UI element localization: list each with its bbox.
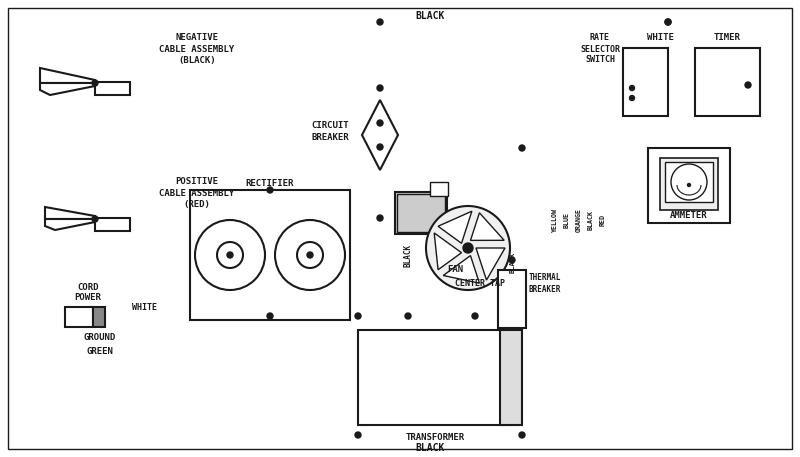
Text: AMMETER: AMMETER	[670, 211, 708, 219]
Bar	[397, 194, 445, 232]
Text: RECTIFIER: RECTIFIER	[246, 179, 294, 187]
Polygon shape	[476, 248, 505, 280]
Text: GREEN: GREEN	[86, 347, 114, 356]
Circle shape	[267, 187, 273, 193]
Circle shape	[509, 257, 515, 263]
Circle shape	[355, 313, 361, 319]
Text: CIRCUIT: CIRCUIT	[311, 121, 349, 129]
Text: WHITE: WHITE	[133, 303, 158, 313]
Circle shape	[472, 313, 478, 319]
Text: NEGATIVE: NEGATIVE	[175, 33, 218, 43]
Polygon shape	[438, 211, 472, 243]
Text: POSITIVE: POSITIVE	[175, 177, 218, 186]
Bar	[695, 48, 760, 116]
Circle shape	[227, 252, 233, 258]
Circle shape	[92, 80, 98, 86]
Circle shape	[377, 144, 383, 150]
Text: WHITE: WHITE	[646, 33, 674, 43]
Text: (BLACK): (BLACK)	[178, 55, 216, 64]
Bar	[65, 307, 93, 327]
Circle shape	[92, 216, 98, 222]
Circle shape	[745, 82, 751, 88]
Text: (RED): (RED)	[183, 200, 210, 208]
Bar	[623, 48, 668, 116]
Text: YELLOW: YELLOW	[552, 208, 558, 232]
Circle shape	[671, 164, 707, 200]
Bar	[660, 158, 718, 210]
Circle shape	[275, 220, 345, 290]
Circle shape	[630, 85, 634, 90]
Circle shape	[195, 220, 265, 290]
Circle shape	[665, 19, 671, 25]
Circle shape	[377, 85, 383, 91]
Polygon shape	[443, 255, 479, 283]
Bar	[648, 148, 730, 223]
Polygon shape	[95, 218, 130, 231]
Bar	[190, 190, 350, 320]
Text: CABLE ASSEMBLY: CABLE ASSEMBLY	[159, 44, 234, 53]
Circle shape	[687, 184, 690, 186]
Bar	[665, 162, 713, 202]
Circle shape	[355, 432, 361, 438]
Text: RED: RED	[600, 214, 606, 226]
Circle shape	[267, 313, 273, 319]
Text: SWITCH: SWITCH	[585, 55, 615, 64]
Text: THERMAL: THERMAL	[529, 273, 561, 282]
Text: CORD: CORD	[78, 283, 98, 292]
Circle shape	[630, 96, 634, 101]
Text: SELECTOR: SELECTOR	[580, 44, 620, 53]
Bar	[395, 192, 447, 234]
Text: FAN: FAN	[447, 266, 463, 275]
Circle shape	[377, 215, 383, 221]
Text: BLACK: BLACK	[403, 244, 413, 266]
Polygon shape	[40, 68, 95, 83]
Text: BLUE: BLUE	[564, 212, 570, 228]
Bar	[430, 182, 448, 196]
Polygon shape	[95, 82, 130, 95]
Text: BLACK: BLACK	[588, 210, 594, 230]
Text: BLACK: BLACK	[510, 251, 516, 273]
Circle shape	[519, 145, 525, 151]
Text: BLACK: BLACK	[415, 443, 445, 453]
Circle shape	[405, 313, 411, 319]
Circle shape	[377, 19, 383, 25]
Bar	[93, 307, 105, 327]
Text: BREAKER: BREAKER	[311, 133, 349, 142]
Text: BREAKER: BREAKER	[529, 286, 561, 294]
Circle shape	[463, 243, 473, 253]
Text: RATE: RATE	[590, 33, 610, 43]
Circle shape	[426, 206, 510, 290]
Circle shape	[307, 252, 313, 258]
Polygon shape	[45, 207, 95, 219]
Polygon shape	[45, 219, 95, 230]
Polygon shape	[470, 213, 504, 240]
Bar	[358, 330, 510, 425]
Bar	[500, 330, 522, 425]
Text: ORANGE: ORANGE	[576, 208, 582, 232]
Text: POWER: POWER	[74, 292, 102, 302]
Circle shape	[377, 120, 383, 126]
Text: CENTER TAP: CENTER TAP	[455, 278, 505, 287]
Bar	[498, 270, 526, 328]
Polygon shape	[362, 100, 398, 170]
Text: TIMER: TIMER	[714, 33, 741, 43]
Polygon shape	[40, 83, 95, 95]
Text: CABLE ASSEMBLY: CABLE ASSEMBLY	[159, 188, 234, 197]
Text: GROUND: GROUND	[84, 334, 116, 342]
Text: BLACK: BLACK	[415, 11, 445, 21]
Circle shape	[519, 432, 525, 438]
Polygon shape	[434, 233, 462, 270]
Circle shape	[665, 19, 671, 25]
Text: TRANSFORMER: TRANSFORMER	[406, 434, 465, 442]
Circle shape	[217, 242, 243, 268]
Circle shape	[297, 242, 323, 268]
